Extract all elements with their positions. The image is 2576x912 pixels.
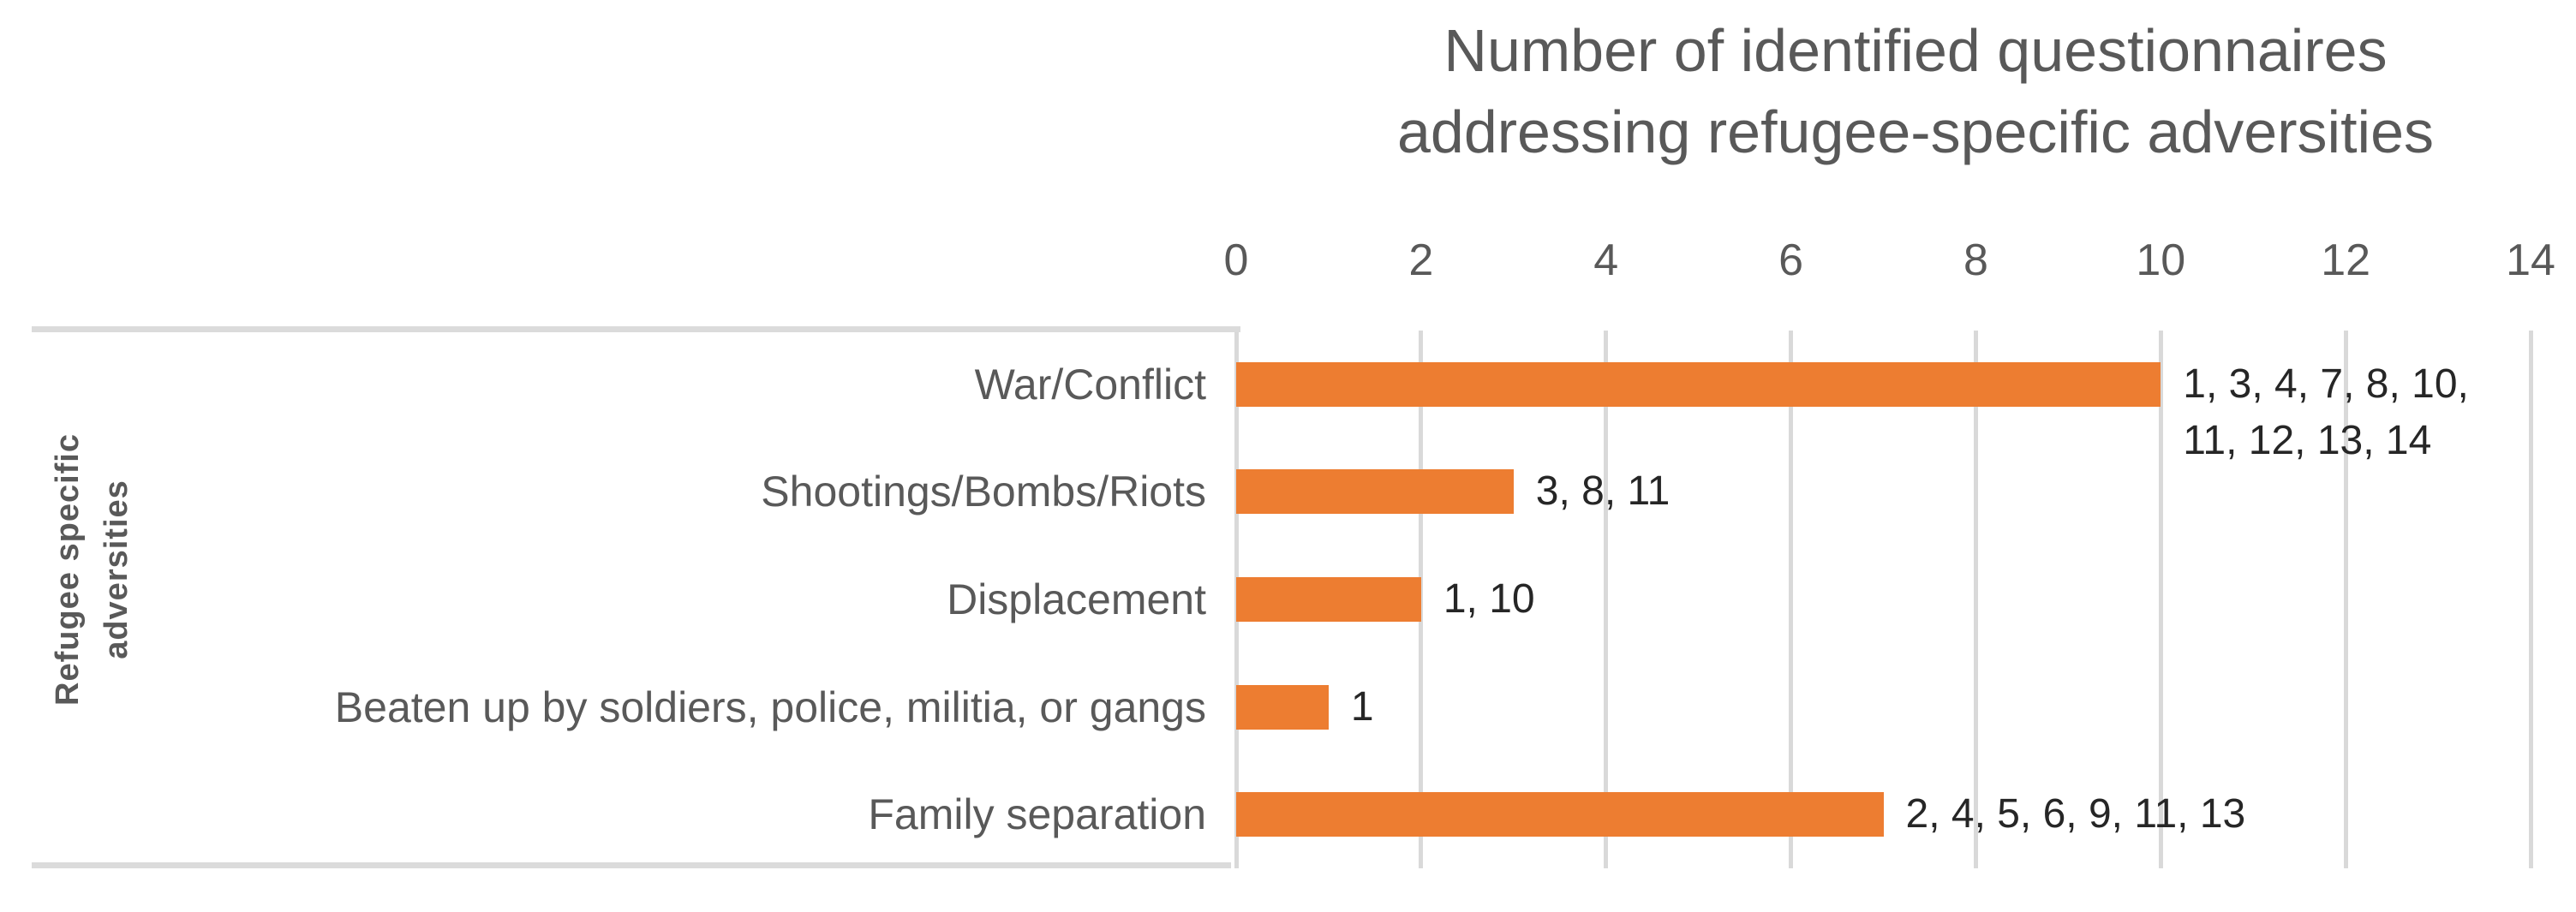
gridline-x-10 [2158,331,2163,868]
label-box-top-border [32,326,1240,332]
x-tick-label-14: 14 [2506,235,2555,285]
x-tick-label-0: 0 [1223,235,1249,285]
gridline-x-4 [1604,331,1609,868]
data-label-line: 11, 12, 13, 14 [2183,417,2432,463]
data-label-5: 2, 4, 5, 6, 9, 11, 13 [1906,786,2246,843]
gridline-x-8 [1973,331,1978,868]
bar-3 [1236,577,1421,622]
chart-title-line-2: addressing refugee-specific adversities [1396,98,2435,165]
data-label-line: 1, 3, 4, 7, 8, 10, [2183,361,2469,407]
x-tick-label-8: 8 [1963,235,1988,285]
data-label-line: 3, 8, 11 [1535,468,1671,515]
bar-1 [1236,361,2161,407]
category-label-4: Beaten up by soldiers, police, militia, … [334,683,1206,731]
x-tick-label-4: 4 [1593,235,1619,285]
category-label-1: War/Conflict [974,360,1206,408]
category-label-3: Displacement [947,575,1206,623]
data-label-line: 2, 4, 5, 6, 9, 11, 13 [1905,791,2246,837]
x-tick-label-6: 6 [1778,235,1804,285]
gridline-x-12 [2343,331,2348,868]
gridline-x-6 [1789,331,1794,868]
data-label-3: 1, 10 [1443,571,1535,628]
data-label-1: 1, 3, 4, 7, 8, 10, 11, 12, 13, 14 [2183,356,2469,469]
category-label-2: Shootings/Bombs/Riots [761,468,1206,516]
label-box-bottom-border [32,862,1231,868]
bar-4 [1236,684,1329,730]
data-label-4: 1 [1351,679,1374,736]
chart-title: Number of identified questionnaires addr… [1230,10,2576,173]
data-label-line: 1 [1350,683,1374,730]
bar-5 [1236,792,1884,837]
gridline-x-2 [1419,331,1424,868]
bar-2 [1236,469,1514,515]
category-label-5: Family separation [868,790,1206,839]
chart-title-line-1: Number of identified questionnaires [1443,17,2388,84]
gridline-x-14 [2528,331,2533,868]
data-label-line: 1, 10 [1443,576,1535,622]
data-label-2: 3, 8, 11 [1536,463,1671,520]
x-tick-label-2: 2 [1408,235,1434,285]
x-tick-label-12: 12 [2321,235,2371,285]
x-tick-label-10: 10 [2136,235,2186,285]
plot-area [1234,331,2533,868]
